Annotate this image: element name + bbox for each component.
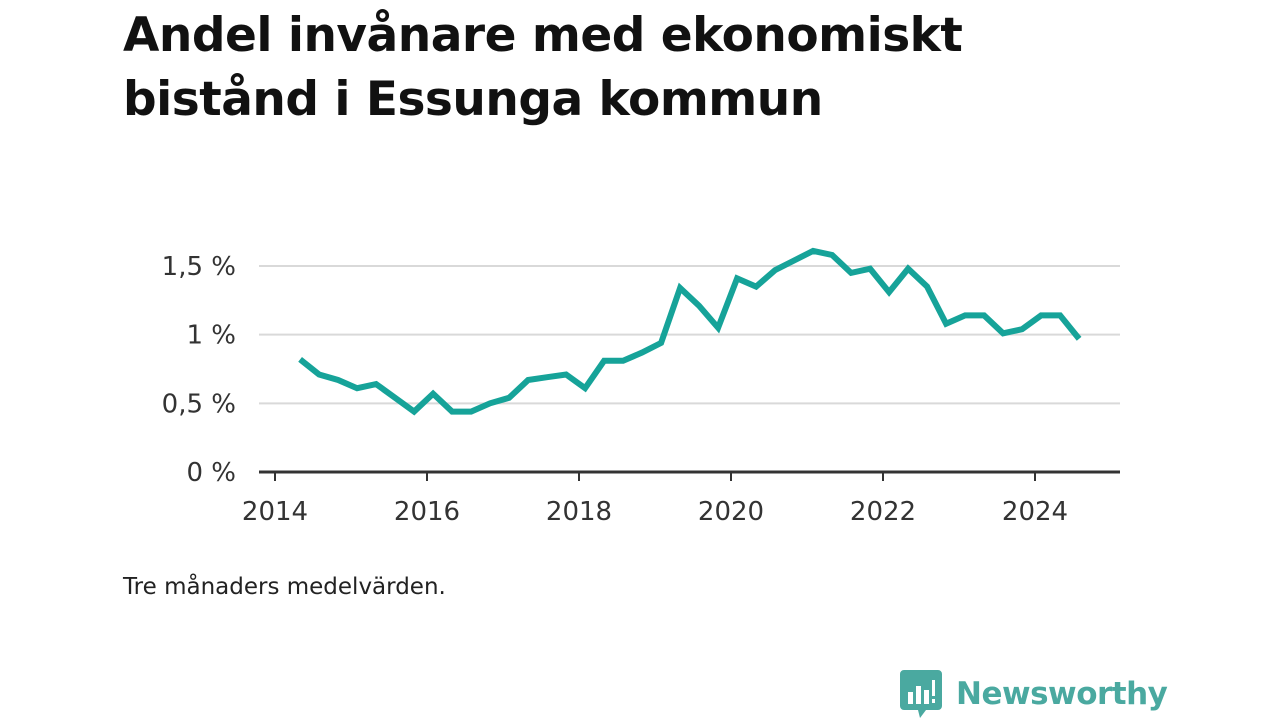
data-point xyxy=(357,388,358,389)
data-point xyxy=(832,255,833,256)
data-point xyxy=(604,360,605,361)
data-point xyxy=(547,377,548,378)
data-point xyxy=(1079,338,1080,339)
x-tick-label: 2018 xyxy=(546,497,612,527)
data-point xyxy=(737,278,738,279)
data-point xyxy=(414,411,415,412)
data-point xyxy=(1022,329,1023,330)
x-tick-label: 2014 xyxy=(242,497,308,527)
data-point xyxy=(471,411,472,412)
data-point xyxy=(794,260,795,261)
data-point xyxy=(908,268,909,269)
data-point xyxy=(452,411,453,412)
data-point xyxy=(984,315,985,316)
newsworthy-logo-icon xyxy=(900,670,942,718)
data-point xyxy=(642,352,643,353)
data-point xyxy=(813,250,814,251)
x-tick-label: 2016 xyxy=(394,497,460,527)
data-point xyxy=(1060,315,1061,316)
footnote: Tre månaders medelvärden. xyxy=(123,574,446,600)
data-point xyxy=(661,342,662,343)
y-tick-label: 1,5 % xyxy=(162,252,236,282)
data-point xyxy=(623,360,624,361)
data-point xyxy=(718,327,719,328)
data-point xyxy=(775,270,776,271)
chart-title: Andel invånare med ekonomiskt bistånd i … xyxy=(123,8,963,127)
data-point xyxy=(509,397,510,398)
x-axis-ticks: 2014 2016 2018 2020 2022 2024 xyxy=(242,472,1068,527)
y-tick-label: 0 % xyxy=(186,458,236,488)
data-point xyxy=(338,379,339,380)
series-line xyxy=(298,247,1082,416)
brand-name: Newsworthy xyxy=(956,676,1168,712)
data-point xyxy=(946,323,947,324)
y-tick-label: 1 % xyxy=(186,321,236,351)
data-point xyxy=(395,397,396,398)
data-point xyxy=(699,305,700,306)
data-point xyxy=(566,374,567,375)
data-point xyxy=(927,286,928,287)
data-point xyxy=(1041,315,1042,316)
series-layer xyxy=(298,247,1082,416)
data-point xyxy=(490,403,491,404)
data-point xyxy=(1003,333,1004,334)
data-point xyxy=(433,393,434,394)
data-point xyxy=(851,272,852,273)
data-point xyxy=(319,374,320,375)
x-tick-label: 2020 xyxy=(698,497,764,527)
data-point xyxy=(528,379,529,380)
brand-logo-group: Newsworthy xyxy=(900,668,1168,720)
y-tick-label: 0,5 % xyxy=(162,389,236,419)
data-point xyxy=(585,388,586,389)
data-point xyxy=(680,287,681,288)
data-point xyxy=(376,384,377,385)
data-point xyxy=(870,268,871,269)
gridlines xyxy=(259,265,1120,405)
data-point xyxy=(965,315,966,316)
x-tick-label: 2022 xyxy=(850,497,916,527)
data-point xyxy=(300,359,301,360)
y-axis-tick-labels: 0 % 0,5 % 1 % 1,5 % xyxy=(162,252,236,488)
x-tick-label: 2024 xyxy=(1002,497,1068,527)
data-point xyxy=(889,292,890,293)
data-point xyxy=(756,286,757,287)
